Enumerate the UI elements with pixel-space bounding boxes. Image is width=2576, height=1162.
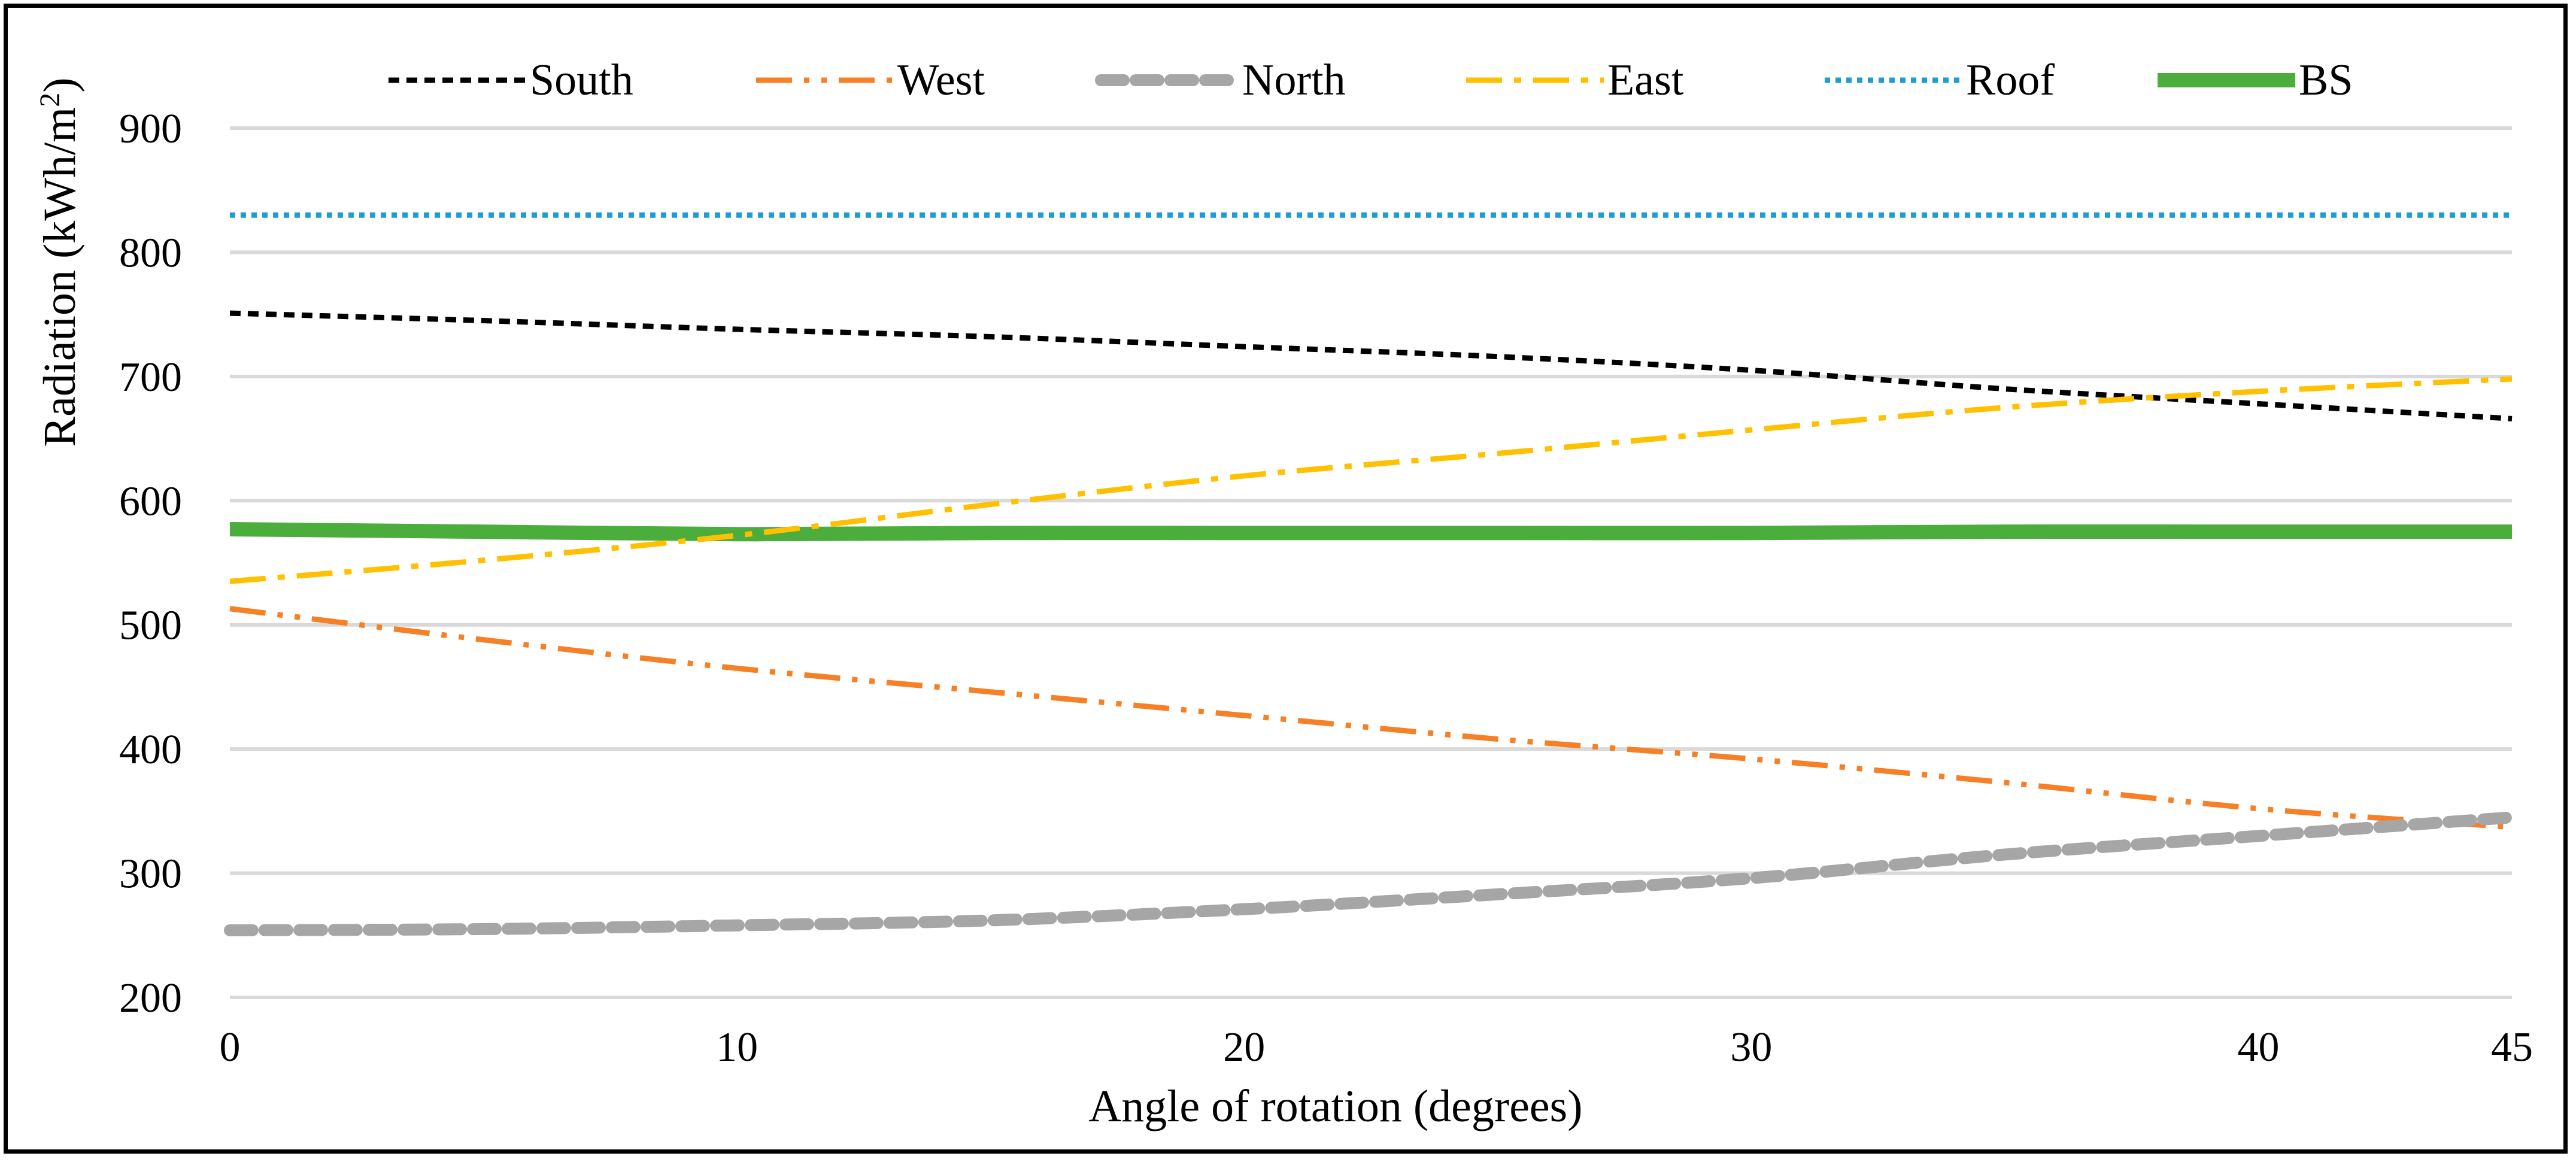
line-chart: 200 300 400 500 600 700 800 900 0 10 20 30 40 45 Sou… [34,56,2533,1131]
legend-label-west: West [897,56,985,105]
x-axis-tick-labels: 0 10 20 30 40 45 [220,1024,2533,1070]
chart-frame: 200 300 400 500 600 700 800 900 0 10 20 30 40 45 Sou… [4,4,2568,1154]
series-line-west [229,606,2513,830]
legend-label-bs: BS [2299,56,2353,105]
legend-label-east: East [1607,56,1684,105]
y-tick-label: 400 [119,727,182,773]
x-tick-label: 10 [716,1024,758,1070]
y-axis-title-main: Radiation (kWh/m [35,107,85,447]
x-tick-label: 0 [220,1024,241,1070]
x-tick-label: 20 [1223,1024,1265,1070]
x-tick-label: 40 [2237,1024,2279,1070]
series-line-north [224,811,2518,936]
series-line-east [229,376,2513,584]
series-line-south [229,310,2513,421]
legend-label-south: South [530,56,633,105]
gridlines [230,126,2512,999]
legend-label-roof: Roof [1966,56,2055,105]
y-axis-title: Radiation (kWh/m2) [34,77,85,447]
x-tick-label: 30 [1730,1024,1772,1070]
y-tick-label: 500 [119,603,182,649]
y-axis-tick-labels: 200 300 400 500 600 700 800 900 [119,106,182,1021]
legend-label-north: North [1242,56,1346,105]
y-axis-title-close: ) [35,77,85,92]
y-tick-label: 300 [119,851,182,897]
legend: South West North East Roof BS [389,56,2353,105]
series-lines [224,212,2518,936]
y-tick-label: 800 [119,230,182,276]
x-tick-label: 45 [2491,1024,2533,1070]
x-axis-title: Angle of rotation (degrees) [1088,1081,1582,1131]
y-axis-title-superscript: 2 [34,93,66,107]
series-line-bs [229,521,2512,542]
y-tick-label: 700 [119,354,182,401]
y-tick-label: 900 [119,106,182,152]
y-tick-label: 200 [119,975,182,1021]
y-tick-label: 600 [119,478,182,524]
